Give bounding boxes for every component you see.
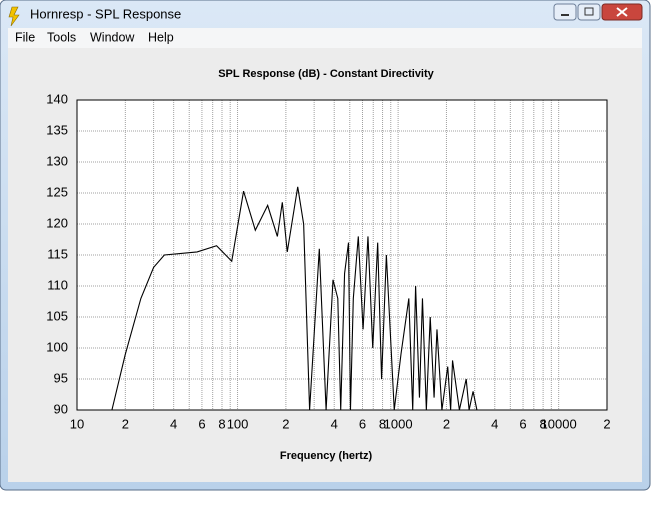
- x-tick-label: 6: [198, 416, 205, 431]
- maximize-button[interactable]: [577, 3, 601, 21]
- close-glyph: [616, 7, 628, 17]
- x-tick-label: 6: [519, 416, 526, 431]
- y-tick-label: 110: [47, 277, 68, 292]
- x-tick-label: 4: [170, 416, 177, 431]
- window-title: Hornresp - SPL Response: [30, 6, 181, 21]
- x-tick-label: 2: [282, 416, 289, 431]
- app-icon: [8, 6, 20, 27]
- x-tick-label: 1000: [384, 416, 413, 431]
- y-tick-label: 105: [46, 308, 68, 323]
- x-axis-label: Frequency (hertz): [280, 450, 373, 462]
- y-tick-label: 140: [46, 91, 68, 106]
- maximize-glyph: [584, 7, 594, 16]
- x-tick-label: 6: [359, 416, 366, 431]
- menu-bar: [8, 28, 642, 48]
- menu-item[interactable]: File: [15, 30, 35, 44]
- spl-line: [111, 186, 478, 410]
- plot-border: [76, 99, 608, 411]
- x-tick-label: 8: [218, 416, 225, 431]
- y-tick-label: 100: [46, 339, 68, 354]
- chart-title: SPL Response (dB) - Constant Directivity: [218, 68, 434, 80]
- x-tick-label: 8: [379, 416, 386, 431]
- x-tick-label: 4: [331, 416, 338, 431]
- x-tick-label: 2: [443, 416, 450, 431]
- x-tick-label: 10: [70, 416, 84, 431]
- y-tick-label: 125: [46, 184, 68, 199]
- y-tick-label: 120: [46, 215, 68, 230]
- y-tick-label: 135: [46, 122, 68, 137]
- x-tick-label: 10000: [541, 416, 577, 431]
- y-tick-label: 115: [47, 246, 68, 261]
- x-tick-label: 8: [539, 416, 546, 431]
- menu-item[interactable]: Window: [90, 30, 135, 44]
- y-tick-label: 90: [54, 401, 68, 416]
- x-tick-label: 100: [227, 416, 249, 431]
- x-tick-label: 4: [491, 416, 498, 431]
- x-tick-label: 2: [603, 416, 610, 431]
- menu-item[interactable]: Tools: [47, 30, 76, 44]
- y-tick-label: 130: [46, 153, 68, 168]
- minimize-button[interactable]: [553, 3, 577, 21]
- menu-item[interactable]: Help: [148, 30, 174, 44]
- x-tick-label: 2: [122, 416, 129, 431]
- y-tick-label: 95: [54, 370, 68, 385]
